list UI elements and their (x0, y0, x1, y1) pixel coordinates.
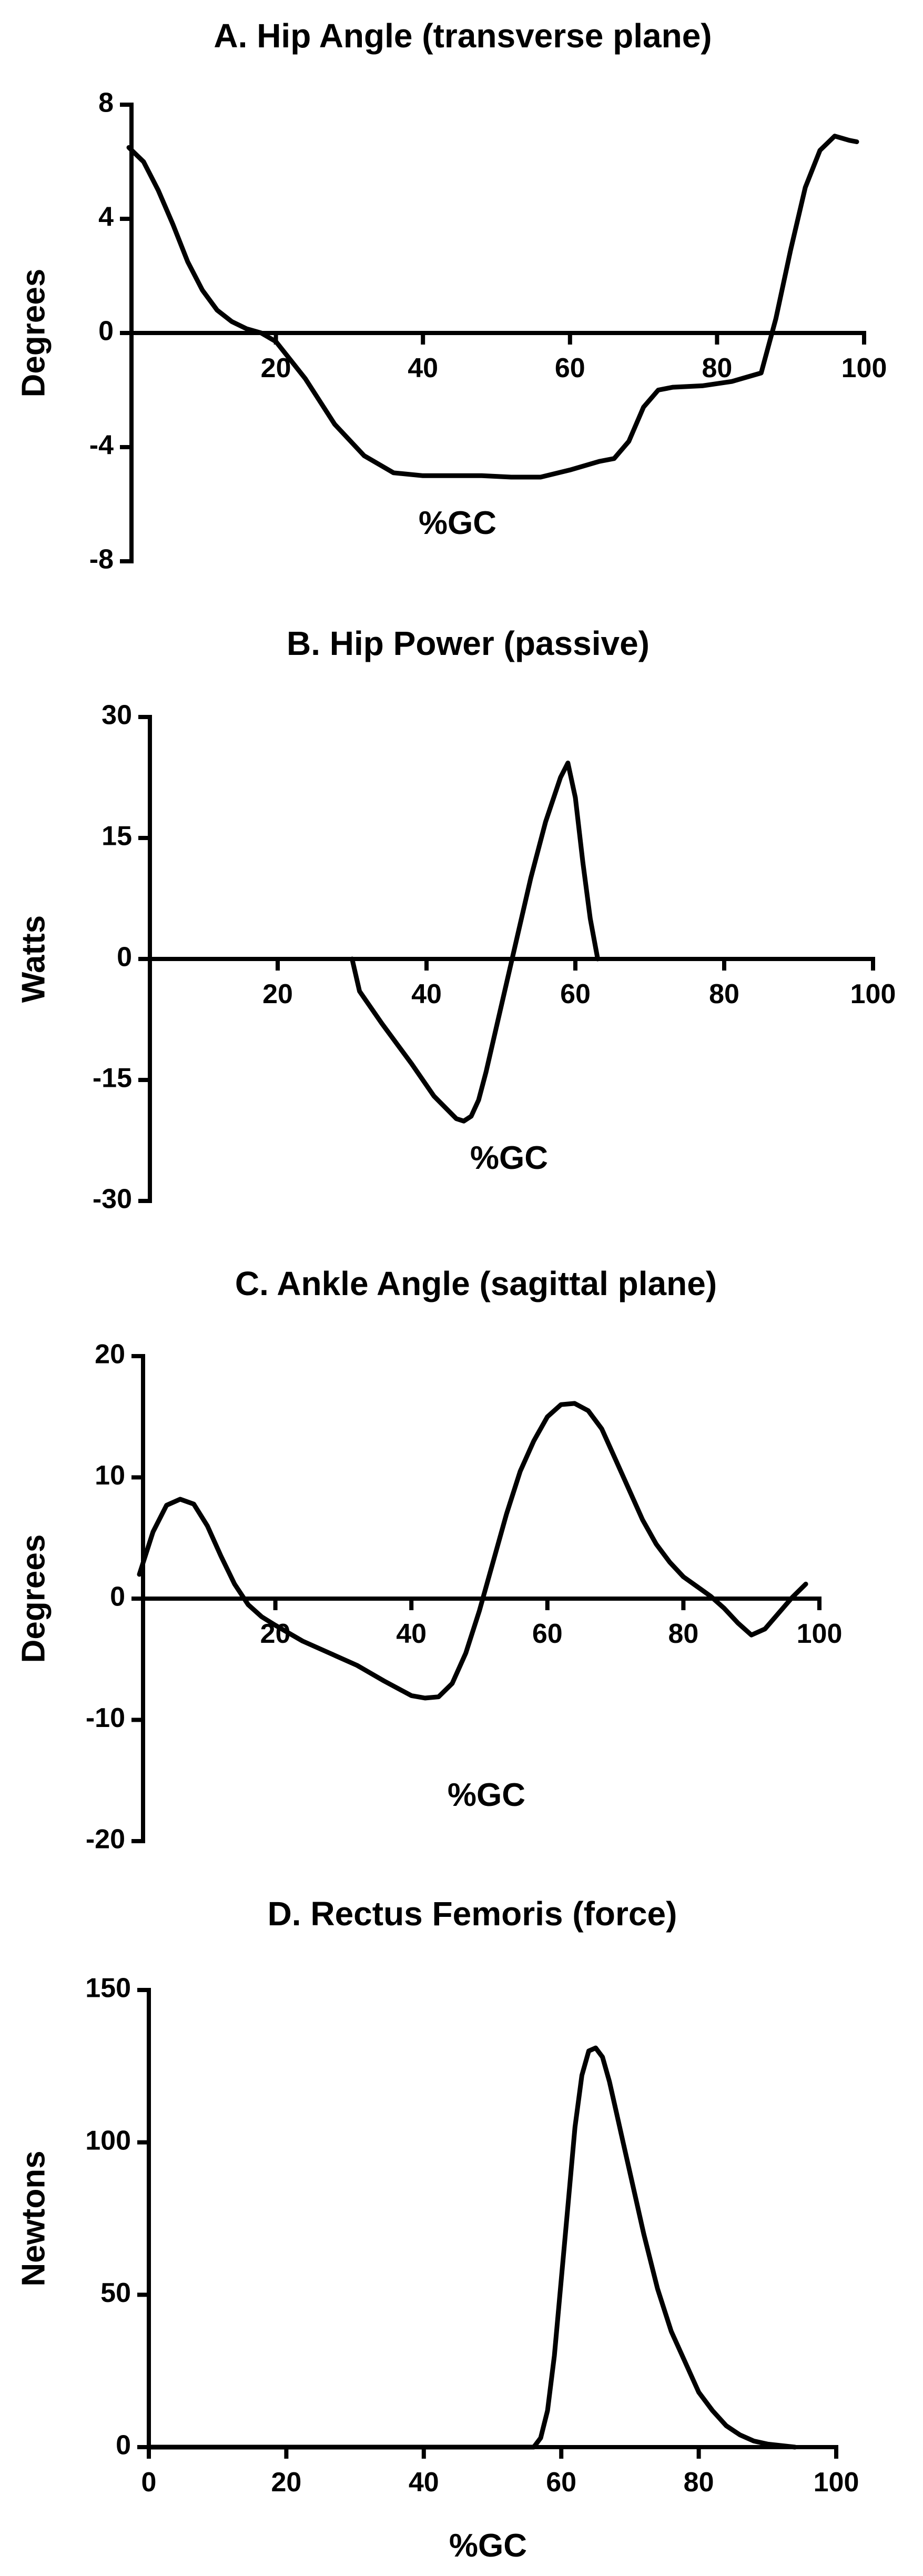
x-tick-label: 20 (262, 979, 293, 1009)
ankle-angle-chart: C. Ankle Angle (sagittal plane) Degrees 20… (15, 1265, 842, 1855)
y-tick-label: 0 (117, 942, 132, 973)
chart-title: C. Ankle Angle (sagittal plane) (235, 1265, 717, 1302)
x-tick-label: 100 (850, 979, 896, 1009)
chart-title: B. Hip Power (passive) (287, 624, 650, 662)
x-tick-label: 60 (532, 1619, 563, 1649)
x-tick-label: 40 (411, 979, 442, 1009)
y-axis-label: Degrees (15, 1534, 52, 1663)
y-tick-label: -4 (89, 430, 114, 461)
y-tick-label: 30 (102, 700, 132, 731)
y-axis-label: Degrees (15, 269, 52, 398)
x-tick-label: 20 (271, 2467, 301, 2498)
y-tick-label: -15 (93, 1063, 132, 1094)
x-tick-label: 80 (702, 353, 732, 383)
x-tick-label: 60 (546, 2467, 576, 2498)
x-tick-label: 60 (555, 353, 585, 383)
y-tick-label: 15 (102, 821, 132, 852)
y-tick-label: -30 (93, 1184, 132, 1215)
x-axis-label: %GC (449, 2528, 527, 2564)
chart-title: A. Hip Angle (transverse plane) (214, 17, 712, 55)
series-line (126, 134, 859, 480)
chart-title: D. Rectus Femoris (force) (268, 1895, 677, 1933)
y-tick-label: 50 (100, 2278, 131, 2308)
y-tick-label: -20 (86, 1824, 125, 1855)
y-tick-label: 10 (95, 1460, 125, 1491)
y-tick-label: 4 (98, 202, 114, 233)
series-line (137, 1401, 808, 1701)
x-tick-label: 40 (408, 353, 438, 383)
y-tick-label: 20 (95, 1339, 125, 1370)
rectus-femoris-chart: D. Rectus Femoris (force) Newtons 150 100 50… (15, 1895, 859, 2564)
y-tick-label: -10 (86, 1703, 125, 1733)
series-line (146, 2045, 798, 2450)
y-tick-label: 100 (85, 2125, 131, 2156)
series-line (350, 760, 600, 1124)
x-tick-label: 40 (396, 1619, 427, 1649)
x-tick-label: 40 (409, 2467, 439, 2498)
x-tick-label: 0 (141, 2467, 157, 2498)
x-axis-label: %GC (470, 1140, 548, 1176)
y-tick-label: 8 (98, 88, 114, 118)
x-axis-label: %GC (448, 1777, 525, 1813)
y-tick-label: 0 (116, 2430, 131, 2461)
y-axis-label: Watts (15, 915, 52, 1003)
x-tick-label: 60 (560, 979, 591, 1009)
x-tick-label: 80 (684, 2467, 714, 2498)
y-tick-label: -8 (89, 544, 114, 575)
x-axis-label: %GC (419, 505, 496, 541)
y-axis-label: Newtons (15, 2150, 52, 2286)
hip-power-chart: B. Hip Power (passive) Watts 30 15 0 -15 -30 20… (15, 624, 896, 1215)
y-tick-label: 0 (110, 1582, 125, 1612)
x-tick-label: 100 (841, 353, 887, 383)
x-tick-label: 100 (797, 1619, 843, 1649)
y-tick-label: 150 (85, 1973, 131, 2004)
x-tick-label: 80 (668, 1619, 698, 1649)
x-tick-label: 80 (709, 979, 739, 1009)
x-tick-label: 100 (814, 2467, 859, 2498)
y-tick-label: 0 (98, 316, 114, 347)
hip-angle-chart: A. Hip Angle (transverse plane) Degrees 8 4… (15, 17, 887, 575)
